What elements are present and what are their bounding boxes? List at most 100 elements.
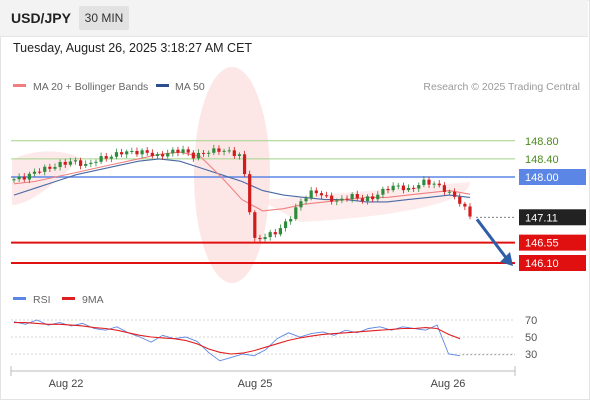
rsi-plot: 70 50 30 <box>11 315 537 362</box>
candle-body <box>48 166 52 169</box>
candle-body <box>355 194 359 199</box>
candle-body <box>237 154 242 156</box>
candle-body <box>207 152 211 154</box>
candle-body <box>109 156 113 159</box>
candle-body <box>181 149 185 153</box>
rsi-tick-label: 30 <box>525 349 537 361</box>
candle-body <box>248 174 252 213</box>
candle-body <box>406 187 411 191</box>
candle-body <box>365 196 370 201</box>
candle-body <box>401 185 405 191</box>
candle-body <box>186 149 190 153</box>
x-tick-label: Aug 25 <box>238 378 273 390</box>
candle-body <box>12 179 16 181</box>
ma50-line <box>13 158 471 203</box>
candle-body <box>43 166 47 172</box>
legend-ma20: MA 20 + Bollinger Bands <box>33 81 148 93</box>
candle-body <box>130 151 134 153</box>
legend-swatch-ma20 <box>13 84 26 87</box>
candle-body <box>447 191 452 193</box>
legend-swatch-9ma <box>62 297 75 300</box>
x-axis: Aug 22 Aug 25 Aug 26 <box>10 366 516 390</box>
candle-body <box>227 150 231 152</box>
candle-body <box>340 198 344 201</box>
level-tag-support <box>519 234 586 251</box>
x-tick-label: Aug 26 <box>431 378 466 390</box>
rsi-series-rsi <box>13 319 461 362</box>
timeframe-button[interactable]: 30 MIN <box>79 6 129 30</box>
candle-body <box>468 206 472 217</box>
candle-body <box>432 183 436 185</box>
candle-body <box>140 150 144 155</box>
candle-body <box>160 154 165 157</box>
candle-body <box>201 152 206 154</box>
candle-body <box>268 232 272 238</box>
level-tag-pivot <box>519 169 586 185</box>
candle-body <box>27 173 31 180</box>
candle-body <box>135 151 139 155</box>
candle-body <box>376 194 380 200</box>
level-label-support: 146.55 <box>525 238 559 250</box>
candle-body <box>253 212 257 238</box>
top-bar: USD/JPY 30 MIN <box>0 0 588 37</box>
candle-body <box>99 156 103 162</box>
candle-body <box>17 176 21 180</box>
candle-body <box>453 191 457 197</box>
candle-body <box>396 185 400 187</box>
forecast-arrow-head <box>500 252 513 266</box>
level-label-resistance: 148.80 <box>525 136 559 148</box>
level-tag-support <box>519 255 586 271</box>
candle-body <box>176 149 180 153</box>
candle-body <box>458 196 462 204</box>
candle-body <box>345 198 349 200</box>
candle-body <box>289 218 293 222</box>
candle-body <box>63 161 67 165</box>
candle-body <box>350 194 354 199</box>
candle-body <box>150 152 154 157</box>
candle-body <box>335 200 339 202</box>
legend-ma50: MA 50 <box>175 81 205 93</box>
candle-body <box>53 167 57 169</box>
candle-body <box>217 148 221 152</box>
candle-body <box>273 232 277 235</box>
candle-body <box>294 207 298 219</box>
candle-body <box>391 185 395 191</box>
legend-swatch-rsi <box>13 297 26 300</box>
candle-body <box>68 161 72 165</box>
legend-rsi: RSI <box>33 294 51 306</box>
symbol-title: USD/JPY <box>11 10 71 26</box>
candle-body <box>145 150 149 153</box>
candle-body <box>58 161 62 168</box>
candle-body <box>119 152 124 155</box>
candle-body <box>412 187 416 189</box>
candle-body <box>38 171 42 173</box>
candle-body <box>304 198 308 202</box>
candle-body <box>242 154 247 175</box>
rsi-series-9ma <box>14 322 461 355</box>
candle-body <box>309 190 313 199</box>
candle-body <box>278 228 283 235</box>
candle-body <box>89 162 93 164</box>
timestamp: Tuesday, August 26, 2025 3:18:27 AM CET <box>13 41 253 55</box>
last-price-tag <box>519 209 586 226</box>
candle-body <box>22 176 26 180</box>
level-label-last: 147.11 <box>525 212 558 224</box>
rsi-tick-label: 70 <box>525 315 537 327</box>
candle-body <box>155 154 160 157</box>
legend-9ma: 9MA <box>82 294 104 306</box>
candle-body <box>104 156 108 159</box>
ma20-line <box>13 151 471 212</box>
candle-body <box>314 190 318 194</box>
candle-body <box>32 171 37 174</box>
candle-body <box>319 193 324 196</box>
candle-body <box>125 151 129 155</box>
copyright: Research © 2025 Trading Central <box>423 81 580 93</box>
bollinger-band-middle <box>194 67 270 283</box>
candle-body <box>232 150 236 156</box>
forecast-arrow-shaft <box>475 218 509 260</box>
candle-body <box>94 161 98 163</box>
candle-body <box>84 163 88 166</box>
candle-body <box>114 152 119 157</box>
candle-body <box>442 185 446 192</box>
